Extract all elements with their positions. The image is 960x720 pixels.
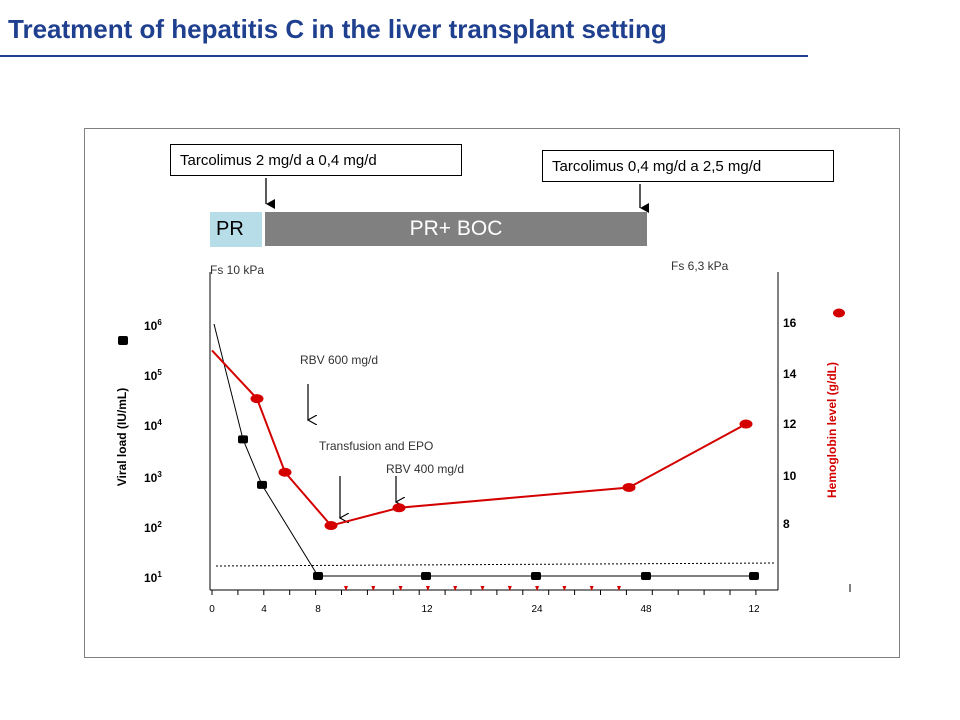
x-tick-8: 8 [315,604,321,615]
hemoglobin-point [622,482,636,492]
viral-load-point [641,572,651,580]
x-tick-24: 24 [531,604,543,615]
dosing-tick [453,586,458,591]
rbv-600-label: RBV 600 mg/d [300,353,378,367]
hemoglobin-point [739,419,753,429]
y-left-axis-label: Viral load (IU/mL) [115,388,129,486]
tacrolimus-box-1: Tarcolimus 2 mg/d a 0,4 mg/d [170,144,462,176]
x-tick-48: 48 [640,604,652,615]
viral-load-point [749,572,759,580]
hemoglobin-point [278,467,292,477]
viral-load-legend-marker [118,336,128,345]
y-right-tick-16: 16 [783,316,797,330]
title-underline [0,55,808,57]
viral-load-line [213,323,754,577]
dosing-tick [589,586,594,591]
y-right-tick-10: 10 [783,469,797,483]
y-right-axis-label: Hemoglobin level (g/dL) [825,362,839,498]
y-left-tick-6: 106 [144,318,162,333]
tacrolimus-box-2: Tarcolimus 0,4 mg/d a 2,5 mg/d [542,150,834,182]
dosing-tick [507,586,512,591]
hemoglobin-point [392,503,406,513]
fibroscan-start-label: Fs 10 kPa [210,263,264,277]
dosing-tick [480,586,485,591]
dosing-tick [535,586,540,591]
rbv-400-label: RBV 400 mg/d [386,462,464,476]
dosing-tick [562,586,567,591]
hemoglobin-point [250,394,264,404]
x-tick-4: 4 [261,604,267,615]
viral-load-point [421,572,431,580]
x-tick-marks [211,590,757,595]
y-left-tick-1: 101 [144,570,162,585]
hemoglobin-legend-marker [833,308,845,318]
dosing-tick [398,586,403,591]
y-left-tick-4: 104 [144,418,162,433]
dosing-tick [617,586,621,591]
fibroscan-end-label: Fs 6,3 kPa [671,259,729,273]
detection-limit-line [215,562,777,567]
dosing-tick-markers [344,586,621,591]
y-right-tick-8: 8 [783,517,790,531]
chart-frame [84,128,900,658]
hemoglobin-series [211,349,753,531]
hemoglobin-line [211,349,747,527]
y-right-tick-12: 12 [783,417,797,431]
hemoglobin-point [324,521,338,531]
y-left-tick-5: 105 [144,368,162,383]
x-tick-12: 12 [421,604,433,615]
viral-load-point [531,572,541,580]
slide-title: Treatment of hepatitis C in the liver tr… [8,14,667,44]
x-tick-12-followup: 12 [748,604,760,615]
dosing-tick [371,586,376,591]
viral-load-point [257,480,267,489]
pr-phase-bar: PR [210,212,262,247]
viral-load-point [238,435,248,444]
y-left-tick-3: 103 [144,470,162,485]
y-right-tick-14: 14 [783,367,797,381]
x-tick-0: 0 [209,604,215,615]
transfusion-epo-label: Transfusion and EPO [319,439,433,453]
y-left-tick-2: 102 [144,520,162,535]
viral-load-series [213,323,759,580]
pr-boc-phase-bar: PR+ BOC [265,212,647,246]
dosing-tick [344,586,348,591]
viral-load-point [313,572,323,580]
dosing-tick [425,586,430,591]
